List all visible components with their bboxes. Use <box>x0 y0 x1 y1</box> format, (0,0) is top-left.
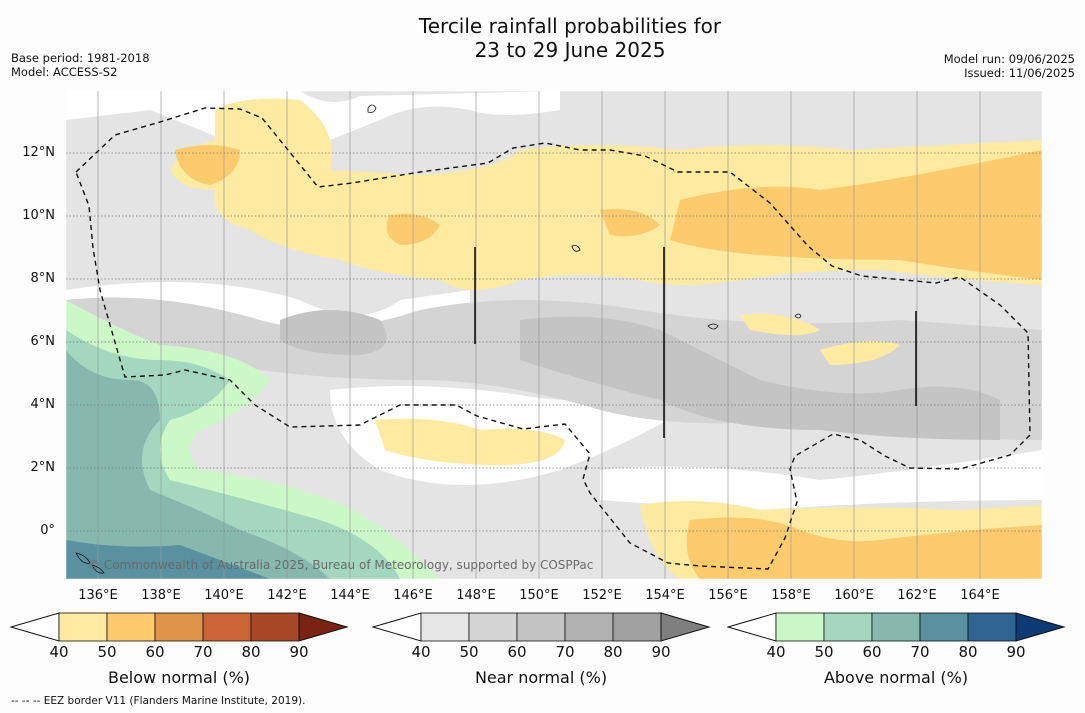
colorbar-below-normal <box>10 612 349 642</box>
colorbar-extend-low <box>727 612 777 642</box>
colorbar-swatch <box>468 612 518 642</box>
x-tick-label: 156°E <box>708 588 748 603</box>
cb-tick: 70 <box>193 643 213 661</box>
cb-tick: 80 <box>958 643 978 661</box>
cb-tick: 40 <box>411 643 431 661</box>
x-tick-label: 164°E <box>960 588 1000 603</box>
copyright-credit: © Commonwealth of Australia 2025, Bureau… <box>88 558 594 572</box>
above-normal-60 <box>66 350 330 579</box>
cb-tick: 60 <box>145 643 165 661</box>
meta-right: Model run: 09/06/2025 Issued: 11/06/2025 <box>944 52 1075 80</box>
map-frame <box>65 90 1043 580</box>
cb-tick: 90 <box>651 643 671 661</box>
colorbar-swatch <box>516 612 566 642</box>
below-normal-mid-b <box>820 341 900 365</box>
x-tick-label: 154°E <box>645 588 685 603</box>
legend-label-near: Near normal (%) <box>474 668 608 687</box>
cb-tick: 60 <box>507 643 527 661</box>
below-normal-south <box>375 418 565 465</box>
x-tick-label: 136°E <box>78 588 118 603</box>
x-tick-label: 158°E <box>771 588 811 603</box>
x-tick-label: 144°E <box>330 588 370 603</box>
cb-tick: 80 <box>241 643 261 661</box>
cb-tick: 90 <box>1006 643 1026 661</box>
above-normal-70 <box>66 540 270 579</box>
cb-tick: 90 <box>289 643 309 661</box>
cb-tick: 70 <box>555 643 575 661</box>
x-tick-label: 148°E <box>456 588 496 603</box>
colorbar-swatch <box>202 612 252 642</box>
graticule-lat <box>66 152 1042 532</box>
colorbar-extend-low <box>10 612 60 642</box>
colorbar-swatch <box>823 612 873 642</box>
colorbar-swatch <box>154 612 204 642</box>
x-tick-label: 142°E <box>267 588 307 603</box>
y-tick-label: 12°N <box>22 145 55 160</box>
colorbar-extend-high <box>660 612 711 642</box>
colorbar-swatch <box>967 612 1017 642</box>
colorbar-swatch <box>775 612 825 642</box>
x-tick-label: 162°E <box>897 588 937 603</box>
model-run: Model run: 09/06/2025 <box>943 52 1075 66</box>
eez-border <box>75 107 1031 570</box>
x-tick-label: 152°E <box>582 588 622 603</box>
near-normal-60-b <box>280 310 387 355</box>
y-tick-label: 2°N <box>30 460 56 475</box>
issued-date: Issued: 11/06/2025 <box>964 66 1075 80</box>
cb-tick: 50 <box>814 643 834 661</box>
title-line-1: Tercile rainfall probabilities for <box>418 14 722 38</box>
colorbar-near-normal <box>372 612 711 642</box>
x-tick-label: 140°E <box>204 588 244 603</box>
cb-tick: 50 <box>97 643 117 661</box>
y-tick-label: 10°N <box>22 208 55 223</box>
cb-tick: 40 <box>766 643 786 661</box>
colorbar-swatch <box>919 612 969 642</box>
cb-tick: 80 <box>603 643 623 661</box>
eez-footnote: -- -- -- EEZ border V11 (Flanders Marine… <box>11 695 306 707</box>
map-title: Tercile rainfall probabilities for 23 to… <box>0 14 1085 62</box>
colorbar-swatch <box>612 612 662 642</box>
cb-tick: 60 <box>862 643 882 661</box>
x-tick-label: 146°E <box>393 588 433 603</box>
x-tick-label: 150°E <box>519 588 559 603</box>
cb-tick: 70 <box>910 643 930 661</box>
title-line-2: 23 to 29 June 2025 <box>474 38 666 62</box>
y-tick-label: 4°N <box>30 397 56 412</box>
colorbar-above-normal <box>727 612 1066 642</box>
colorbar-extend-high <box>298 612 349 642</box>
y-tick-label: 0° <box>40 523 55 538</box>
neutral-gap-se <box>600 450 1042 510</box>
model-name: Model: ACCESS-S2 <box>11 65 118 79</box>
y-tick-label: 6°N <box>30 334 56 349</box>
colorbar-swatch <box>250 612 300 642</box>
colorbar-swatch <box>564 612 614 642</box>
x-tick-label: 160°E <box>834 588 874 603</box>
legend-label-below: Below normal (%) <box>107 668 251 687</box>
colorbar-swatch <box>420 612 470 642</box>
colorbar-swatch <box>106 612 156 642</box>
colorbar-extend-low <box>372 612 422 642</box>
cb-tick: 40 <box>49 643 69 661</box>
cb-tick: 50 <box>459 643 479 661</box>
island-outlines <box>75 104 802 574</box>
y-tick-label: 8°N <box>30 271 56 286</box>
colorbar-swatch <box>58 612 108 642</box>
below-normal-50-b <box>600 209 660 237</box>
legend-label-above: Above normal (%) <box>823 668 969 687</box>
below-normal-se-50 <box>686 517 1042 579</box>
graticule <box>97 91 981 579</box>
near-normal-60 <box>520 316 1000 440</box>
x-tick-label: 138°E <box>141 588 181 603</box>
base-period: Base period: 1981-2018 <box>11 51 150 65</box>
colorbar-swatch <box>871 612 921 642</box>
meta-left: Base period: 1981-2018 Model: ACCESS-S2 <box>11 51 150 79</box>
eez-markers <box>474 247 917 438</box>
below-normal-mid <box>740 314 820 335</box>
colorbar-extend-high <box>1015 612 1066 642</box>
below-normal-50-c <box>670 150 1042 280</box>
